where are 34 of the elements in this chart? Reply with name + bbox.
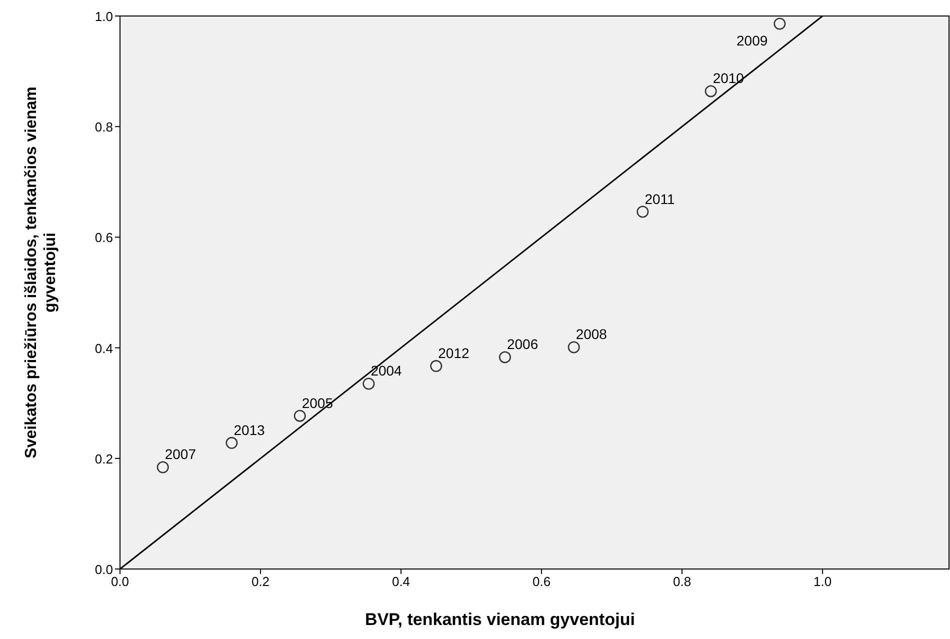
point: [774, 18, 786, 30]
y-axis-title: Sveikatos priežiūros išlaidos, tenkančios vienam gyventojui: [23, 86, 59, 458]
point: [156, 461, 169, 474]
x-tick-label: 0.2: [251, 574, 270, 589]
point: [226, 436, 238, 449]
annotation: 2010: [712, 70, 744, 86]
point: [704, 85, 717, 98]
annotation: 2012: [438, 345, 470, 362]
point: [498, 351, 511, 364]
x-tick-label: 1.0: [814, 574, 832, 589]
annotation: 2011: [644, 190, 676, 207]
y-tick-label: 0.2: [94, 451, 113, 466]
annotation: 2005: [302, 394, 334, 411]
point: [568, 341, 580, 354]
point: [636, 206, 649, 218]
x-tick-label: 0.4: [392, 574, 410, 589]
x-tick-label: 0.6: [532, 574, 551, 589]
point: [362, 378, 375, 390]
annotation: 2008: [576, 326, 608, 342]
y-tick-label: 0.0: [94, 562, 113, 577]
x-tick-label: 0.0: [110, 574, 130, 589]
x-tick-label: 0.8: [672, 574, 692, 589]
x-axis-title: BVP, tenkantis vienam gyventojui: [365, 610, 635, 629]
point: [430, 360, 442, 372]
point: [294, 410, 306, 422]
annotation: 2007: [164, 446, 196, 462]
annotation: 2006: [506, 336, 538, 352]
annotation: 2013: [234, 422, 266, 438]
y-tick-label: 0.4: [94, 340, 113, 356]
y-tick-label: 1.0: [94, 9, 113, 24]
y-tick-label: 0.8: [94, 120, 113, 135]
y-tick-label: 0.6: [94, 230, 113, 246]
annotation: 2004: [370, 362, 402, 379]
annotation: 2009: [736, 32, 768, 49]
